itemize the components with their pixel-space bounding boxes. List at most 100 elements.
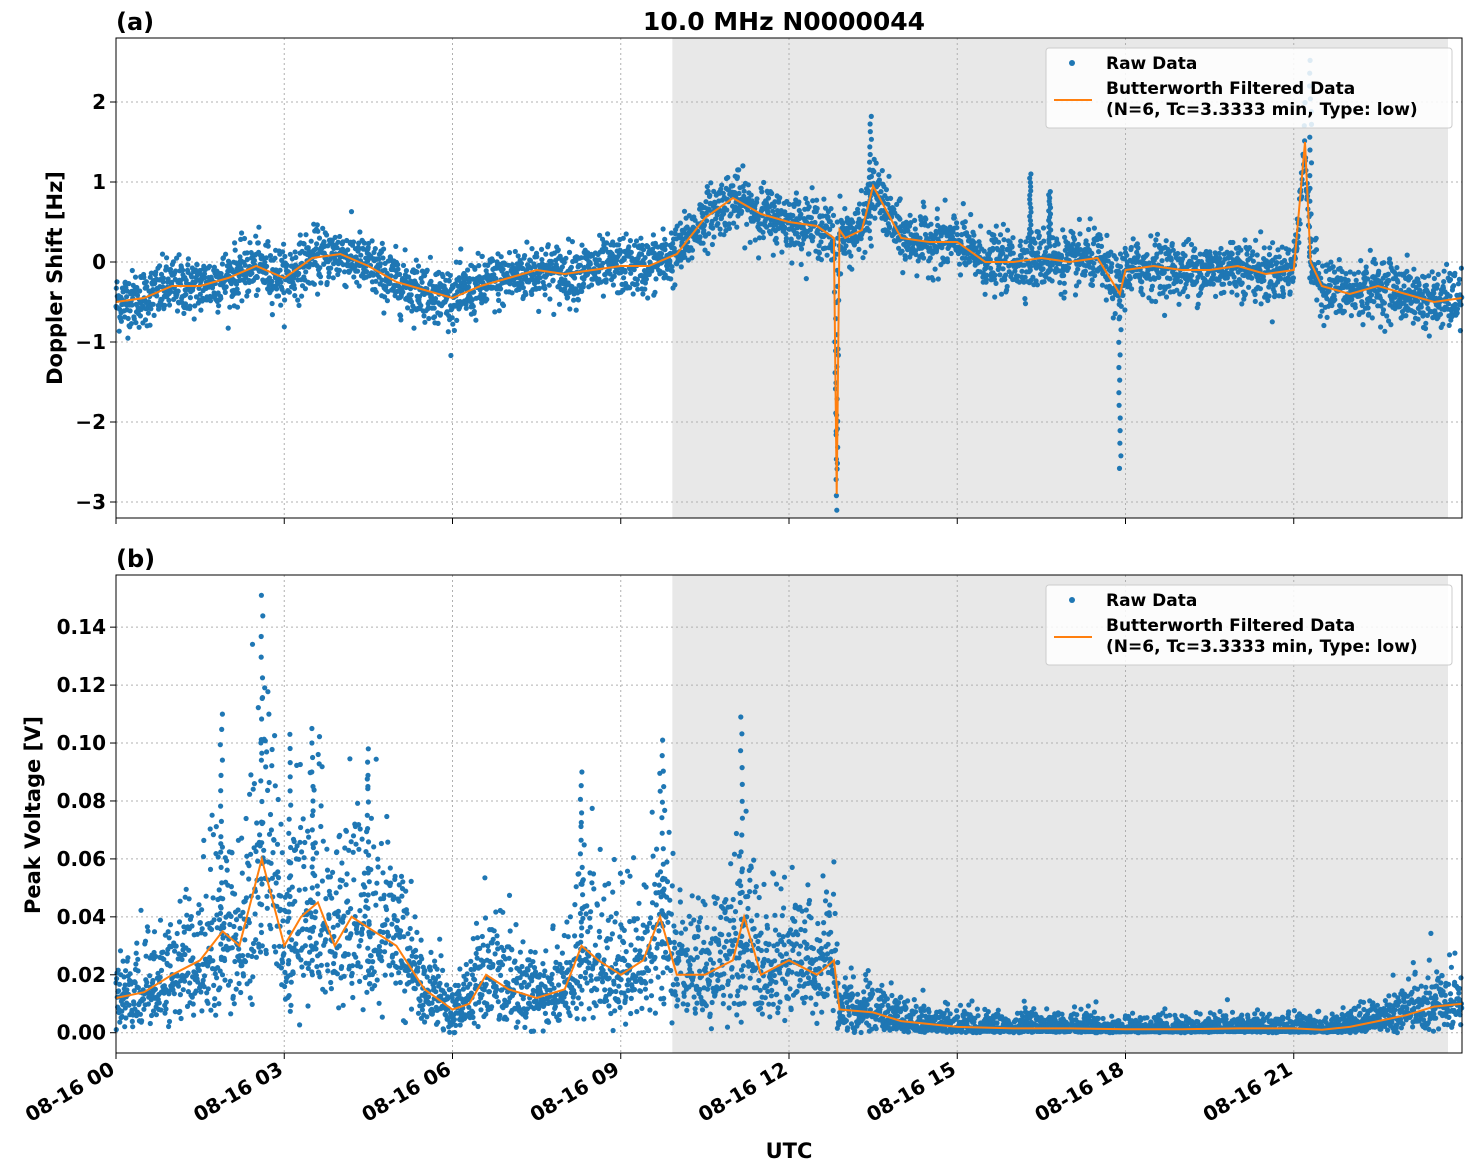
raw-spike-point (1307, 147, 1313, 153)
y-tick-label: 1 (92, 170, 106, 194)
raw-point (783, 235, 790, 241)
raw-point (126, 281, 132, 287)
raw-point (942, 197, 948, 203)
raw-point (1454, 306, 1461, 312)
raw-point (408, 299, 415, 305)
raw-point (150, 287, 156, 293)
raw-point (201, 973, 208, 979)
raw-point (1072, 292, 1079, 298)
raw-point (736, 167, 742, 173)
raw-point (305, 245, 311, 251)
raw-point (1041, 279, 1047, 285)
raw-point (971, 240, 977, 246)
raw-point (708, 180, 714, 186)
raw-point (1378, 324, 1384, 330)
raw-point (133, 320, 139, 326)
raw-point (159, 251, 166, 257)
raw-point (131, 1001, 137, 1007)
y-tick-label: −3 (75, 490, 106, 514)
y-tick-label: 0 (92, 250, 106, 274)
raw-point (282, 983, 288, 990)
raw-point (1077, 231, 1083, 237)
raw-point (900, 270, 906, 276)
y-tick-label: 2 (92, 90, 106, 114)
raw-point (132, 274, 139, 280)
raw-point (610, 282, 617, 288)
raw-point (254, 274, 260, 280)
raw-point (303, 232, 309, 238)
raw-point (465, 267, 471, 273)
raw-point (928, 221, 934, 227)
raw-point (529, 246, 535, 252)
raw-point (621, 275, 627, 281)
raw-point (1229, 251, 1235, 257)
raw-point (135, 968, 141, 974)
raw-point (239, 298, 245, 304)
raw-point (1166, 283, 1172, 289)
raw-point (263, 950, 269, 957)
raw-spike-point (1117, 440, 1123, 446)
raw-point (233, 917, 240, 923)
raw-point (152, 986, 158, 992)
raw-point (211, 917, 217, 923)
raw-point (677, 220, 684, 226)
raw-point (1227, 280, 1233, 286)
raw-point (229, 850, 235, 856)
raw-point (335, 239, 341, 245)
raw-point (330, 275, 336, 281)
raw-point (1040, 225, 1047, 231)
raw-point (281, 241, 287, 247)
raw-point (273, 880, 279, 886)
raw-point (213, 824, 219, 830)
raw-point (216, 1001, 222, 1007)
raw-point (1257, 286, 1263, 292)
raw-point (218, 295, 224, 301)
raw-point (1144, 252, 1150, 258)
raw-point (1426, 273, 1432, 279)
raw-point (888, 195, 894, 201)
raw-point (1267, 245, 1273, 251)
raw-point (569, 239, 576, 245)
raw-point (1266, 293, 1272, 299)
raw-point (203, 893, 209, 899)
raw-point (726, 221, 732, 227)
raw-point (830, 223, 836, 229)
raw-point (1230, 239, 1236, 246)
raw-point (134, 292, 141, 298)
raw-point (167, 963, 173, 969)
raw-point (709, 241, 716, 248)
raw-point (240, 909, 246, 916)
raw-point (239, 230, 245, 236)
raw-point (233, 932, 239, 938)
raw-point (138, 907, 144, 913)
raw-point (1087, 216, 1093, 222)
raw-point (1426, 333, 1432, 339)
raw-point (1004, 283, 1010, 290)
raw-point (773, 235, 779, 241)
raw-point (278, 821, 284, 827)
raw-point (205, 1000, 211, 1006)
raw-point (185, 970, 191, 976)
raw-point (678, 264, 684, 270)
raw-point (1435, 271, 1441, 277)
raw-point (923, 216, 929, 222)
raw-point (293, 254, 299, 261)
raw-point (1057, 280, 1063, 286)
raw-point (611, 273, 617, 279)
raw-point (850, 219, 856, 225)
raw-point (809, 185, 815, 191)
raw-point (267, 253, 274, 259)
raw-point (240, 973, 247, 979)
raw-spike-point (1117, 377, 1123, 383)
raw-point (358, 252, 364, 258)
raw-point (1089, 277, 1095, 283)
raw-point (253, 937, 259, 943)
raw-point (711, 234, 717, 240)
raw-point (621, 256, 627, 263)
raw-point (265, 689, 271, 695)
raw-point (1445, 301, 1452, 307)
raw-point (774, 240, 780, 246)
raw-point (222, 977, 228, 983)
raw-point (1246, 284, 1252, 290)
